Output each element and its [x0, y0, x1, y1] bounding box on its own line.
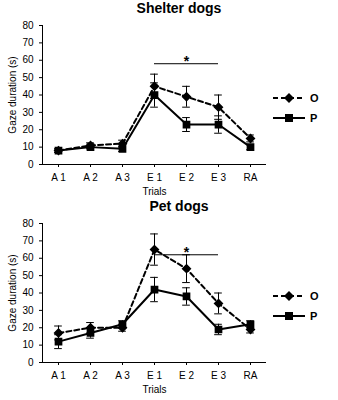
svg-text:Trials: Trials — [142, 384, 166, 395]
html-text:O: O — [310, 91, 319, 104]
svg-text:70: 70 — [22, 235, 34, 246]
svg-text:80: 80 — [22, 20, 34, 31]
svg-text:0: 0 — [28, 357, 34, 368]
svg-text:RA: RA — [244, 172, 258, 183]
svg-text:20: 20 — [22, 124, 34, 135]
svg-text:50: 50 — [22, 270, 34, 281]
html-text:Shelter dogs: Shelter dogs — [136, 0, 222, 16]
svg-text:A 2: A 2 — [83, 370, 98, 381]
svg-text:20: 20 — [22, 322, 34, 333]
svg-text:A 3: A 3 — [115, 370, 130, 381]
svg-text:10: 10 — [22, 339, 34, 350]
svg-text:80: 80 — [22, 218, 34, 229]
svg-text:*: * — [184, 244, 190, 260]
svg-text:*: * — [184, 53, 190, 69]
svg-text:60: 60 — [22, 54, 34, 65]
html-text:Pet dogs: Pet dogs — [149, 198, 209, 214]
svg-text:0: 0 — [28, 159, 34, 170]
svg-text:10: 10 — [22, 141, 34, 152]
svg-text:50: 50 — [22, 72, 34, 83]
svg-text:30: 30 — [22, 107, 34, 118]
svg-text:E 3: E 3 — [211, 172, 226, 183]
svg-text:E 1: E 1 — [147, 370, 162, 381]
svg-text:RA: RA — [244, 370, 258, 381]
svg-text:60: 60 — [22, 252, 34, 263]
html-text:P: P — [310, 111, 318, 124]
svg-text:70: 70 — [22, 37, 34, 48]
svg-text:A 3: A 3 — [115, 172, 130, 183]
svg-text:Trials: Trials — [142, 186, 166, 197]
svg-text:E 2: E 2 — [179, 172, 194, 183]
svg-text:E 2: E 2 — [179, 370, 194, 381]
svg-text:Gaze duration (s): Gaze duration (s) — [7, 56, 18, 133]
svg-text:40: 40 — [22, 287, 34, 298]
svg-text:A 1: A 1 — [51, 172, 66, 183]
svg-text:E 1: E 1 — [147, 172, 162, 183]
html-text:P: P — [310, 309, 318, 322]
svg-text:40: 40 — [22, 89, 34, 100]
svg-text:Gaze duration (s): Gaze duration (s) — [7, 254, 18, 331]
svg-text:A 1: A 1 — [51, 370, 66, 381]
svg-text:E 3: E 3 — [211, 370, 226, 381]
html-text:O: O — [310, 289, 319, 302]
svg-text:30: 30 — [22, 305, 34, 316]
svg-text:A 2: A 2 — [83, 172, 98, 183]
